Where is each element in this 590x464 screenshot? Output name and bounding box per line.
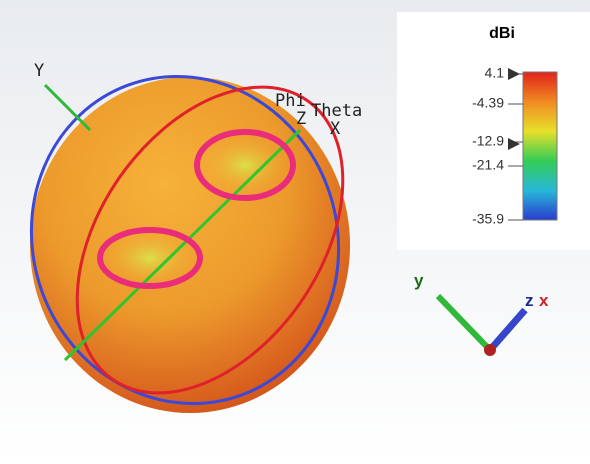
axis-label: X <box>330 119 341 139</box>
marker <box>508 68 520 80</box>
highlight <box>97 227 203 289</box>
axis-label: Y <box>34 61 44 81</box>
axis-label: Z <box>296 109 306 129</box>
spot <box>108 232 192 284</box>
legend-tick-label: -35.9 <box>472 211 504 227</box>
y-axis <box>43 83 92 132</box>
theta-ring <box>75 85 345 395</box>
legend-tick-label: -12.9 <box>472 133 504 149</box>
phi-ring <box>29 74 341 406</box>
spot <box>205 137 285 193</box>
highlight <box>194 129 296 201</box>
triad-label: z <box>525 291 534 310</box>
triad-label: x <box>539 291 549 310</box>
color-bar <box>522 71 558 221</box>
axis-label: Theta <box>311 101 362 121</box>
legend-box <box>397 12 590 250</box>
pattern: Y Phi Theta Z X <box>29 61 362 413</box>
axis-label: Phi <box>275 91 306 111</box>
legend: dBi 4.1 -4.39 -12.9 -21.4 -35.9 <box>397 12 590 250</box>
y-arrow <box>435 293 493 353</box>
origin <box>484 344 496 356</box>
legend-tick-label: -4.39 <box>472 95 504 111</box>
legend-tick-label: -21.4 <box>472 157 504 173</box>
triad-label: y <box>414 271 424 290</box>
axis-line <box>63 128 302 362</box>
legend-title: dBi <box>489 25 515 42</box>
marker <box>508 138 520 150</box>
legend-tick-label: 4.1 <box>485 65 505 81</box>
triad: y z x <box>414 271 549 356</box>
z-arrow <box>487 307 528 353</box>
